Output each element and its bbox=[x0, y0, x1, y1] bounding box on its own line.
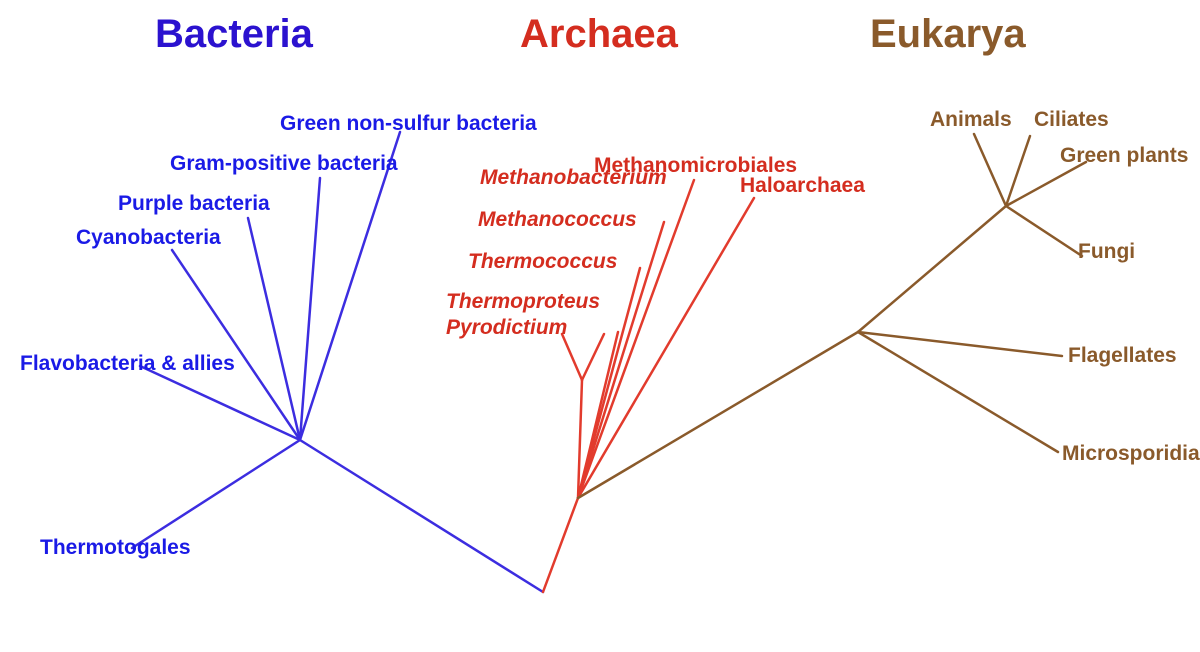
leaf-ciliates: Ciliates bbox=[1034, 108, 1109, 132]
branch-segment bbox=[300, 132, 400, 440]
leaf-gram-positive: Gram-positive bacteria bbox=[170, 152, 398, 176]
branch-segment bbox=[578, 198, 754, 498]
leaf-green-nonsulfur: Green non-sulfur bacteria bbox=[280, 112, 537, 136]
branch-segment bbox=[1006, 206, 1082, 256]
branch-segment bbox=[132, 440, 300, 548]
leaf-pyrodictium: Pyrodictium bbox=[446, 316, 567, 340]
domain-title-archaea: Archaea bbox=[520, 12, 678, 57]
branch-segment bbox=[300, 178, 320, 440]
leaf-flagellates: Flagellates bbox=[1068, 344, 1177, 368]
leaf-thermotogales: Thermotogales bbox=[40, 536, 191, 560]
domain-title-eukarya: Eukarya bbox=[870, 12, 1026, 57]
leaf-microsporidia: Microsporidia bbox=[1062, 442, 1200, 466]
branch-segment bbox=[974, 134, 1006, 206]
branch-segment bbox=[858, 332, 1062, 356]
leaf-haloarchaea: Haloarchaea bbox=[740, 174, 865, 198]
branch-segment bbox=[248, 218, 300, 440]
branch-segment bbox=[582, 334, 604, 380]
branch-segment bbox=[543, 498, 578, 592]
leaf-purple-bacteria: Purple bacteria bbox=[118, 192, 270, 216]
leaf-fungi: Fungi bbox=[1078, 240, 1135, 264]
leaf-flavobacteria: Flavobacteria & allies bbox=[20, 352, 235, 376]
domain-title-bacteria: Bacteria bbox=[155, 12, 313, 57]
leaf-animals: Animals bbox=[930, 108, 1012, 132]
branch-segment bbox=[858, 332, 1058, 452]
leaf-methanococcus: Methanococcus bbox=[478, 208, 637, 232]
branch-segment bbox=[300, 440, 543, 592]
branch-segment bbox=[562, 334, 582, 380]
branch-segment bbox=[858, 206, 1006, 332]
leaf-thermococcus: Thermococcus bbox=[468, 250, 617, 274]
leaf-thermoproteus: Thermoproteus bbox=[446, 290, 600, 314]
branch-segment bbox=[578, 332, 858, 498]
leaf-cyanobacteria: Cyanobacteria bbox=[76, 226, 221, 250]
leaf-green-plants: Green plants bbox=[1060, 144, 1188, 168]
